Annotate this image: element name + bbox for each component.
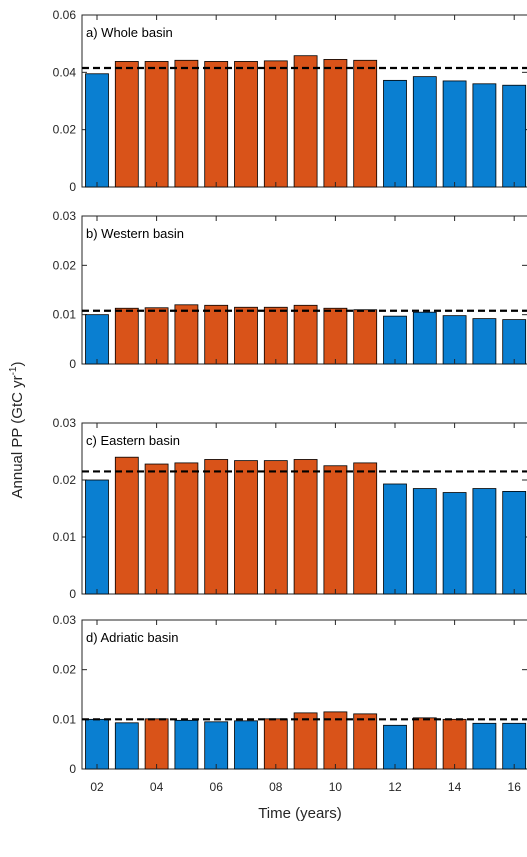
bar: [204, 721, 229, 770]
bar: [114, 456, 139, 595]
bar: [234, 306, 258, 365]
bar: [502, 722, 527, 770]
bar: [323, 59, 348, 188]
bar: [353, 462, 378, 595]
bar: [174, 59, 199, 188]
bar: [204, 304, 229, 365]
bar: [114, 307, 139, 365]
x-tick-label: 10: [329, 780, 343, 794]
bar: [412, 488, 437, 595]
bar: [204, 61, 229, 188]
bar: [234, 720, 258, 770]
bar: [293, 712, 318, 770]
y-tick-label: 0: [69, 357, 76, 371]
bar: [323, 711, 348, 770]
y-label-close: ): [9, 361, 26, 366]
panel-title: d) Adriatic basin: [86, 630, 179, 645]
bar: [144, 463, 169, 595]
bar: [502, 319, 527, 365]
bar: [383, 483, 407, 595]
x-tick-label: 14: [448, 780, 462, 794]
bar: [263, 460, 288, 595]
bar: [323, 307, 348, 365]
y-tick-label: 0.01: [53, 712, 77, 726]
x-tick-label: 12: [388, 780, 402, 794]
bar: [442, 492, 467, 595]
y-tick-label: 0.04: [53, 65, 77, 79]
bar: [412, 717, 437, 770]
bar: [472, 488, 497, 595]
bar: [442, 718, 467, 770]
bar: [502, 490, 527, 595]
bar: [263, 718, 288, 770]
bar: [85, 314, 109, 365]
bar: [144, 61, 169, 188]
bar: [85, 479, 109, 595]
x-tick-label: 02: [90, 780, 104, 794]
panel-title: b) Western basin: [86, 226, 184, 241]
y-tick-label: 0.06: [53, 8, 77, 22]
bar: [412, 311, 437, 365]
bar: [114, 61, 139, 188]
bar: [442, 315, 467, 365]
y-tick-label: 0.03: [53, 209, 77, 223]
y-label-text: Annual PP (GtC yr: [9, 375, 26, 498]
bar: [174, 304, 199, 365]
panel-title: c) Eastern basin: [86, 433, 180, 448]
bar: [442, 80, 467, 188]
bar: [263, 60, 288, 188]
bar: [383, 79, 407, 188]
bar: [353, 713, 378, 770]
y-tick-label: 0.02: [53, 123, 77, 137]
y-axis-label: Annual PP (GtC yr-1): [8, 361, 26, 498]
bar: [234, 460, 258, 595]
bar: [204, 459, 229, 595]
bar: [144, 718, 169, 770]
bar: [144, 307, 169, 365]
y-label-superscript: -1: [8, 366, 19, 375]
bar: [263, 306, 288, 365]
y-tick-label: 0: [69, 587, 76, 601]
bar: [472, 722, 497, 770]
bar: [383, 315, 407, 365]
x-axis-label: Time (years): [258, 805, 342, 822]
y-tick-label: 0: [69, 180, 76, 194]
bar: [353, 59, 378, 188]
y-tick-label: 0.02: [53, 258, 77, 272]
bar: [293, 55, 318, 188]
y-tick-label: 0.01: [53, 530, 77, 544]
y-tick-label: 0: [69, 762, 76, 776]
x-tick-label: 04: [150, 780, 164, 794]
bar: [353, 309, 378, 365]
x-tick-label: 06: [210, 780, 224, 794]
y-tick-label: 0.02: [53, 473, 77, 487]
bar: [323, 465, 348, 595]
y-tick-label: 0.03: [53, 613, 77, 627]
y-tick-label: 0.02: [53, 663, 77, 677]
bar: [85, 73, 109, 188]
bar: [472, 318, 497, 365]
bar: [412, 76, 437, 188]
bar: [383, 724, 407, 770]
bar: [114, 722, 139, 770]
bar: [174, 719, 199, 770]
bar: [293, 304, 318, 365]
x-tick-label: 08: [269, 780, 283, 794]
bar: [502, 84, 527, 188]
bar: [234, 61, 258, 188]
panel-title: a) Whole basin: [86, 25, 173, 40]
bar: [293, 459, 318, 595]
y-tick-label: 0.01: [53, 308, 77, 322]
bar: [472, 83, 497, 188]
y-tick-label: 0.03: [53, 416, 77, 430]
bar: [85, 718, 109, 770]
bar: [174, 462, 199, 595]
x-tick-label: 16: [508, 780, 522, 794]
